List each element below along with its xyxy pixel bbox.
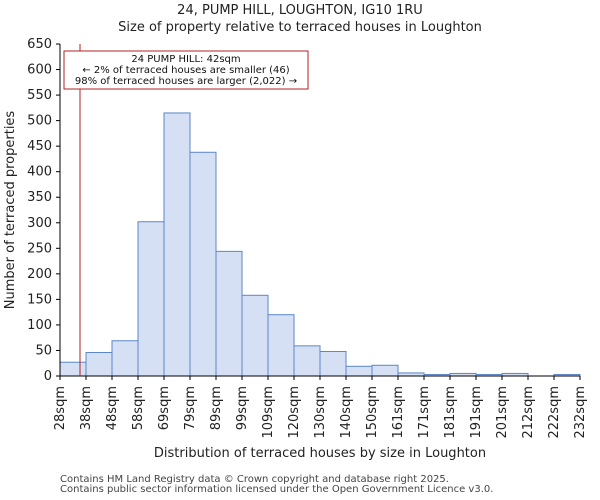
x-tick-label: 48sqm — [105, 386, 120, 430]
x-tick-label: 28sqm — [53, 386, 68, 430]
bar-28sqm — [59, 361, 87, 377]
x-tick-label: 79sqm — [183, 386, 198, 430]
bar-79sqm — [189, 151, 217, 377]
y-tick-label: 350 — [27, 190, 52, 205]
bar-150sqm — [371, 364, 399, 377]
footer-copyright: Contains HM Land Registry data © Crown c… — [60, 474, 449, 485]
y-tick-label: 600 — [27, 63, 52, 78]
x-tick-label: 181sqm — [443, 386, 458, 439]
y-tick-label: 400 — [27, 165, 52, 180]
x-tick-label: 99sqm — [235, 386, 250, 430]
bar-89sqm — [215, 250, 243, 377]
x-tick-label: 109sqm — [261, 386, 276, 439]
bar-99sqm — [241, 294, 269, 377]
marker: 24 PUMP HILL: 42sqm← 2% of terraced hous… — [63, 44, 309, 376]
annotation-line-3: 98% of terraced houses are larger (2,022… — [75, 76, 297, 87]
bar-48sqm — [111, 340, 139, 377]
x-tick-label: 89sqm — [209, 386, 224, 430]
x-tick-label: 58sqm — [131, 386, 146, 430]
bar-58sqm — [137, 221, 165, 377]
y-axis-label: Number of terraced properties — [3, 111, 18, 310]
annotation-box — [63, 50, 309, 90]
x-tick-label: 212sqm — [521, 386, 536, 439]
x-tick-label: 171sqm — [417, 386, 432, 439]
y-tick-label: 0 — [44, 369, 52, 384]
y-tick-label: 450 — [27, 139, 52, 154]
x-tick-label: 130sqm — [313, 386, 328, 439]
x-tick-label: 191sqm — [469, 386, 484, 439]
x-axis-label: Distribution of terraced houses by size … — [154, 446, 486, 461]
bar-69sqm — [163, 112, 191, 377]
footer-licence: Contains public sector information licen… — [60, 484, 494, 495]
x-tick-label: 232sqm — [573, 386, 588, 439]
y-tick-label: 50 — [35, 343, 52, 358]
bar-120sqm — [293, 345, 321, 377]
y-tick-label: 150 — [27, 292, 52, 307]
y-tick-label: 500 — [27, 114, 52, 129]
annotation-line-1: 24 PUMP HILL: 42sqm — [131, 54, 240, 65]
x-tick-label: 120sqm — [287, 386, 302, 439]
x-tick-label: 161sqm — [391, 386, 406, 439]
y-tick-label: 550 — [27, 88, 52, 103]
x-tick-label: 222sqm — [547, 386, 562, 439]
annotation-line-2: ← 2% of terraced houses are smaller (46) — [82, 65, 289, 76]
x-tick-label: 201sqm — [495, 386, 510, 439]
chart-subtitle: Size of property relative to terraced ho… — [118, 20, 482, 35]
x-tick-label: 69sqm — [157, 386, 172, 430]
y-tick-label: 300 — [27, 216, 52, 231]
bar-109sqm — [267, 314, 295, 377]
axes: 0 50 100 150 200 250 300 350 400 450 500 550 600 650 2… — [27, 37, 588, 439]
x-tick-label: 140sqm — [339, 386, 354, 439]
x-tick-label: 38sqm — [79, 386, 94, 430]
bars — [59, 112, 581, 377]
y-tick-label: 200 — [27, 267, 52, 282]
chart-title: 24, PUMP HILL, LOUGHTON, IG10 1RU — [177, 3, 423, 18]
y-tick-label: 250 — [27, 241, 52, 256]
y-tick-label: 100 — [27, 318, 52, 333]
bar-140sqm — [345, 365, 373, 377]
y-tick-label: 650 — [27, 37, 52, 52]
x-tick-label: 150sqm — [365, 386, 380, 439]
bar-38sqm — [85, 352, 113, 377]
bar-130sqm — [319, 350, 347, 377]
